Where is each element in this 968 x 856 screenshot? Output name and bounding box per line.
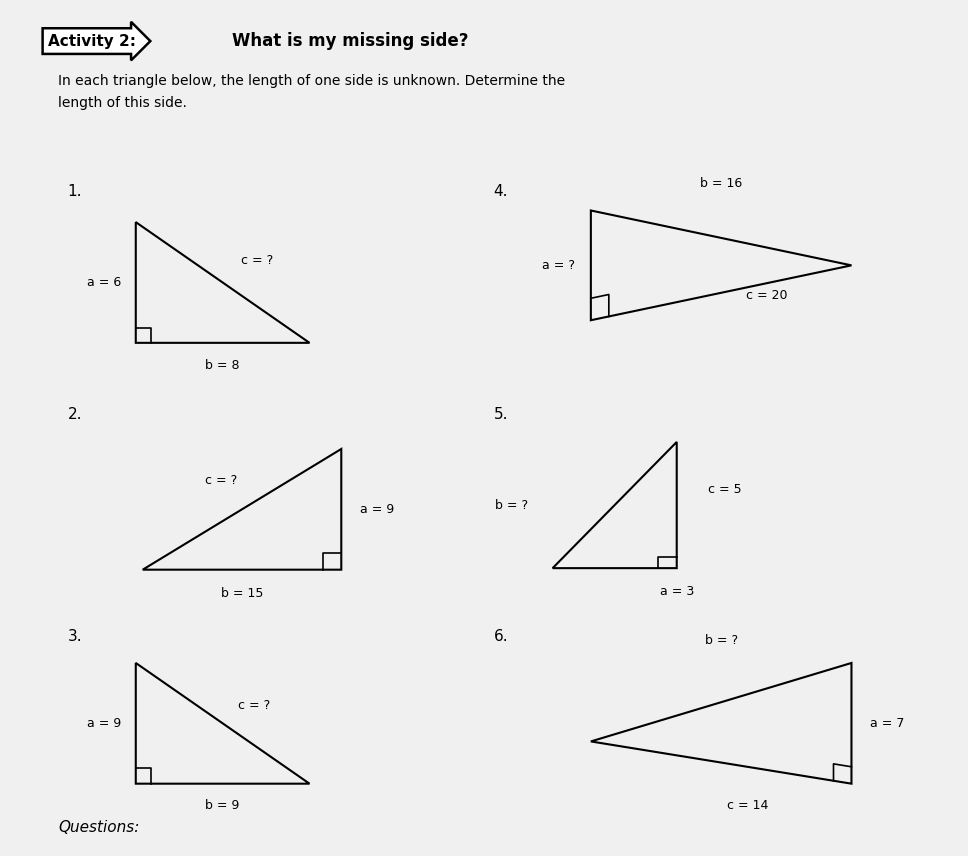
Text: c = ?: c = ? — [237, 698, 270, 711]
Text: 1.: 1. — [68, 184, 82, 199]
Text: c = 5: c = 5 — [708, 484, 741, 496]
Text: In each triangle below, the length of one side is unknown. Determine the: In each triangle below, the length of on… — [58, 74, 565, 88]
Text: 6.: 6. — [494, 629, 508, 645]
Text: b = 16: b = 16 — [700, 177, 742, 190]
Text: a = ?: a = ? — [542, 259, 575, 272]
Text: a = 7: a = 7 — [869, 716, 904, 730]
Text: length of this side.: length of this side. — [58, 96, 187, 110]
Text: Questions:: Questions: — [58, 819, 139, 835]
Text: b = ?: b = ? — [705, 634, 738, 647]
Text: Activity 2:: Activity 2: — [48, 33, 136, 49]
Text: a = 3: a = 3 — [659, 585, 694, 597]
Text: What is my missing side?: What is my missing side? — [232, 32, 469, 51]
Text: c = ?: c = ? — [204, 473, 237, 486]
Text: b = 9: b = 9 — [205, 800, 240, 812]
Text: b = 15: b = 15 — [221, 587, 263, 600]
Text: c = ?: c = ? — [241, 254, 274, 267]
Text: c = 20: c = 20 — [746, 288, 788, 302]
Text: 5.: 5. — [494, 407, 508, 422]
Text: a = 9: a = 9 — [360, 502, 394, 516]
Text: c = 14: c = 14 — [727, 800, 768, 812]
Text: b = ?: b = ? — [495, 498, 528, 512]
Text: b = 8: b = 8 — [205, 359, 240, 372]
Text: 3.: 3. — [68, 629, 82, 645]
Text: a = 6: a = 6 — [86, 276, 121, 289]
Text: 2.: 2. — [68, 407, 82, 422]
Text: a = 9: a = 9 — [86, 716, 121, 730]
Text: 4.: 4. — [494, 184, 508, 199]
